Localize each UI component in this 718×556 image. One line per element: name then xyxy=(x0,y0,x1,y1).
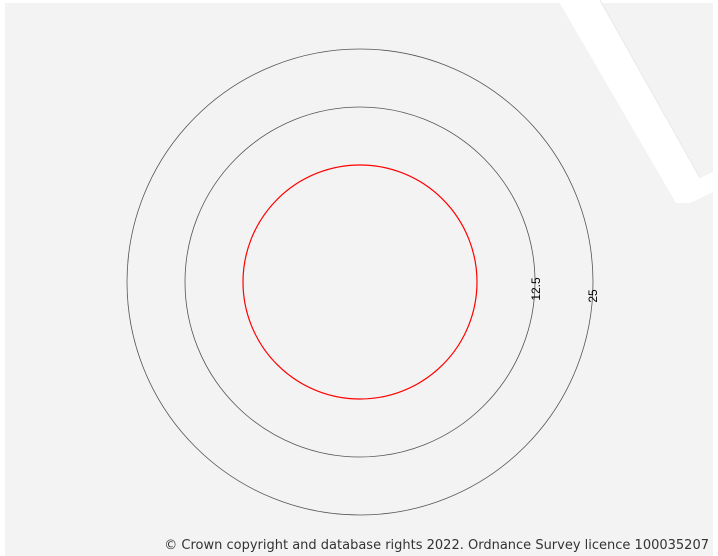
buffer-ring-label-inner: 12.5 xyxy=(529,277,543,301)
road-edge xyxy=(599,0,701,179)
road-feature xyxy=(558,0,713,203)
buffer-ring-inner xyxy=(184,106,536,458)
buffer-ring-outer xyxy=(126,48,594,516)
copyright-notice: © Crown copyright and database rights 20… xyxy=(164,538,709,553)
map-background xyxy=(5,3,713,556)
buffer-ring-label-outer: 25 xyxy=(586,289,600,303)
site-boundary xyxy=(242,164,478,400)
